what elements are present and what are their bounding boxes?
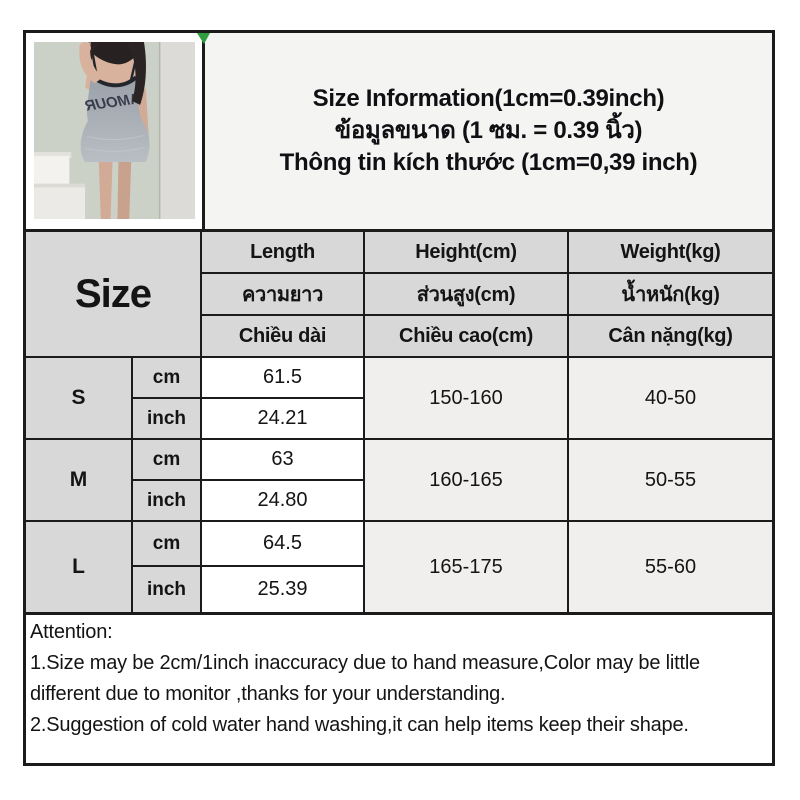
row-s-length-inch: 24.21 — [202, 399, 365, 440]
row-s-height: 150-160 — [365, 358, 569, 440]
row-m-unit-inch: inch — [133, 481, 202, 522]
dress-lettering: AMOUR — [84, 91, 143, 115]
attention-note: Attention: 1.Size may be 2cm/1inch inacc… — [26, 612, 772, 763]
row-l-height: 165-175 — [365, 522, 569, 612]
col-header-length-th: ความยาว — [202, 274, 365, 316]
title-english: Size Information(1cm=0.39inch) — [312, 85, 665, 112]
row-l-size-label: L — [26, 522, 133, 612]
attention-line-2: different due to monitor ,thanks for you… — [30, 683, 506, 705]
row-l-length-inch: 25.39 — [202, 567, 365, 612]
white-cabinet — [34, 152, 86, 219]
header-row: AMOUR Size Information(1cm=0.39inch) ข้อ… — [26, 33, 772, 232]
row-m-unit-cm: cm — [133, 440, 202, 481]
row-m-height: 160-165 — [365, 440, 569, 522]
col-header-height-en: Height(cm) — [365, 232, 569, 274]
row-l-weight: 55-60 — [569, 522, 772, 612]
col-header-height-th: ส่วนสูง(cm) — [365, 274, 569, 316]
row-m-length-inch: 24.80 — [202, 481, 365, 522]
size-chart-sheet: AMOUR Size Information(1cm=0.39inch) ข้อ… — [23, 30, 775, 766]
attention-heading: Attention: — [30, 621, 113, 643]
attention-line-3: 2.Suggestion of cold water hand washing,… — [30, 714, 689, 736]
model-figure: AMOUR — [79, 42, 150, 219]
row-m-weight: 50-55 — [569, 440, 772, 522]
title-vietnamese: Thông tin kích thước (1cm=0,39 inch) — [279, 149, 698, 176]
green-triangle-marker-icon — [197, 33, 210, 44]
col-header-length-en: Length — [202, 232, 365, 274]
product-photo-illustration: AMOUR — [34, 42, 195, 219]
title-block: Size Information(1cm=0.39inch) ข้อมูลขนา… — [205, 33, 772, 229]
col-header-height-vi: Chiều cao(cm) — [365, 316, 569, 358]
col-header-weight-en: Weight(kg) — [569, 232, 772, 274]
col-header-weight-vi: Cân nặng(kg) — [569, 316, 772, 358]
row-s-unit-cm: cm — [133, 358, 202, 399]
title-thai: ข้อมูลขนาด (1 ซม. = 0.39 นิ้ว) — [334, 117, 643, 144]
attention-line-1: 1.Size may be 2cm/1inch inaccuracy due t… — [30, 652, 700, 674]
size-corner-label: Size — [26, 232, 202, 358]
row-s-length-cm: 61.5 — [202, 358, 365, 399]
row-m-size-label: M — [26, 440, 133, 522]
size-table: Size Length Height(cm) Weight(kg) ความยา… — [26, 232, 772, 612]
row-l-unit-cm: cm — [133, 522, 202, 567]
row-m-length-cm: 63 — [202, 440, 365, 481]
row-s-unit-inch: inch — [133, 399, 202, 440]
col-header-weight-th: น้ำหนัก(kg) — [569, 274, 772, 316]
product-photo: AMOUR — [26, 33, 205, 229]
row-s-weight: 40-50 — [569, 358, 772, 440]
row-l-unit-inch: inch — [133, 567, 202, 612]
row-l-length-cm: 64.5 — [202, 522, 365, 567]
col-header-length-vi: Chiều dài — [202, 316, 365, 358]
row-s-size-label: S — [26, 358, 133, 440]
